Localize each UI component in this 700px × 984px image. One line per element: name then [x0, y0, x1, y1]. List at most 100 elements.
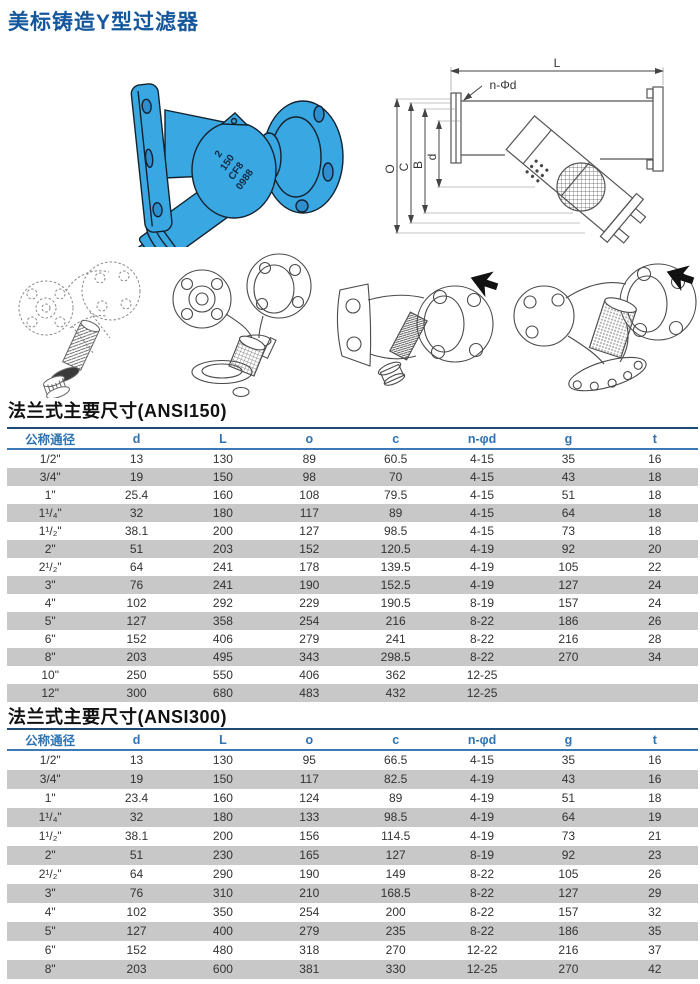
- table-cell: 16: [648, 772, 662, 786]
- table-cell: 4-15: [470, 524, 495, 538]
- table-cell: 5": [44, 614, 56, 628]
- table-cell: 19: [648, 810, 662, 824]
- table-cell: 4-15: [470, 470, 495, 484]
- table-cell: 28: [648, 632, 662, 646]
- table-cell: 4-15: [470, 488, 495, 502]
- table-cell: 92: [561, 542, 576, 556]
- table-cell: 26: [648, 867, 662, 881]
- table-cell: 203: [126, 650, 147, 664]
- table-cell: 23: [648, 848, 662, 862]
- table-cell: 318: [299, 943, 320, 957]
- table-cell: 180: [212, 506, 233, 520]
- table-cell: 235: [385, 924, 406, 938]
- table-cell: 241: [385, 632, 406, 646]
- table-cell: 76: [129, 886, 144, 900]
- section-title-ansi300: 法兰式主要尺寸(ANSI300): [8, 707, 228, 727]
- table-cell: 8-19: [470, 596, 495, 610]
- table-cell: 18: [648, 506, 662, 520]
- table-cell: 76: [129, 578, 144, 592]
- table-cell: 21: [648, 829, 662, 843]
- table-cell: 152: [299, 542, 320, 556]
- column-header: g: [525, 427, 612, 450]
- table-cell: 250: [126, 668, 147, 682]
- flow-arrow-icon: [470, 271, 499, 298]
- table-cell: 165: [299, 848, 320, 862]
- table-cell: 330: [385, 962, 406, 976]
- table-cell: 290: [212, 867, 233, 881]
- table-cell: 34: [648, 650, 662, 664]
- table-cell: 51: [561, 488, 576, 502]
- column-header: g: [525, 728, 612, 751]
- table-row: 8" 203 495 343 298.5 8-22 270 34: [7, 648, 698, 666]
- table-cell: 381: [299, 962, 320, 976]
- table-cell: 18: [648, 488, 662, 502]
- column-header: 公称通径: [7, 427, 94, 450]
- table-cell: 24: [648, 596, 662, 610]
- table-cell: 3/4": [39, 470, 61, 484]
- table-cell: 12-25: [466, 962, 498, 976]
- table-cell: 350: [212, 905, 233, 919]
- table-cell: 3": [44, 886, 56, 900]
- table-cell: 2": [44, 542, 56, 556]
- table-cell: 92: [561, 848, 576, 862]
- table-cell: 79.5: [384, 488, 408, 502]
- table-cell: 160: [212, 488, 233, 502]
- cutaway-figure-b: [508, 242, 698, 402]
- table-cell: 114.5: [381, 829, 411, 843]
- table-cell: 1¹/₄": [38, 810, 62, 824]
- table-cell: 270: [558, 650, 579, 664]
- table-cell: 16: [648, 753, 662, 767]
- table-cell: 1": [44, 791, 56, 805]
- table-cell: 4-15: [470, 452, 495, 466]
- table-cell: 600: [212, 962, 233, 976]
- table-cell: 8-22: [470, 867, 495, 881]
- table-row: 8" 203 600 381 330 12-25 270 42: [7, 960, 698, 979]
- table-row: 2¹/₂" 64 241 178 139.5 4-19 105 22: [7, 558, 698, 576]
- table-cell: 6": [44, 943, 56, 957]
- table-cell: 190: [299, 867, 320, 881]
- table-cell: 102: [126, 905, 147, 919]
- table-cell: 66.5: [384, 753, 408, 767]
- column-header: L: [179, 728, 267, 751]
- table-cell: 24: [648, 578, 662, 592]
- table-row: 1¹/₄" 32 180 117 89 4-15 64 18: [7, 504, 698, 522]
- table-cell: 270: [558, 962, 579, 976]
- table-cell: 152: [126, 943, 147, 957]
- table-cell: 32: [129, 506, 144, 520]
- table-cell: 127: [558, 886, 579, 900]
- table-row: 6" 152 480 318 270 12-22 216 37: [7, 941, 698, 960]
- dim-label-d: d: [425, 154, 439, 161]
- table-cell: 105: [558, 560, 579, 574]
- table-cell: [525, 684, 611, 702]
- table-cell: 117: [299, 506, 319, 520]
- column-header: d: [93, 728, 180, 751]
- table-cell: 406: [212, 632, 233, 646]
- table-cell: 1/2": [39, 452, 61, 466]
- table-cell: 12-25: [466, 686, 498, 700]
- table-cell: 190: [299, 578, 320, 592]
- table-cell: 4-19: [470, 542, 495, 556]
- cutaway-figure-a: [330, 252, 502, 400]
- table-cell: 1¹/₄": [38, 506, 62, 520]
- table-row: 1¹/₂" 38.1 200 156 114.5 4-19 73 21: [7, 827, 698, 846]
- table-cell: 298.5: [380, 650, 411, 664]
- table-cell: 1": [44, 488, 56, 502]
- table-cell: 4": [44, 905, 56, 919]
- table-cell: 4-19: [470, 578, 495, 592]
- table-cell: 35: [648, 924, 662, 938]
- table-cell: 156: [299, 829, 320, 843]
- table-cell: 157: [558, 596, 579, 610]
- table-cell: 229: [299, 596, 320, 610]
- table-row: 1¹/₂" 38.1 200 127 98.5 4-15 73 18: [7, 522, 698, 540]
- table-cell: 4-19: [470, 560, 495, 574]
- table-cell: 8": [44, 650, 56, 664]
- table-row: 3/4" 19 150 117 82.5 4-19 43 16: [7, 770, 698, 789]
- marking-size: 2: [213, 149, 225, 160]
- table-cell: 64: [561, 506, 576, 520]
- column-header: L: [179, 427, 267, 450]
- table-row: 6" 152 406 279 241 8-22 216 28: [7, 630, 698, 648]
- table-cell: 18: [648, 524, 662, 538]
- table-cell: 70: [389, 470, 403, 484]
- table-cell: 200: [385, 905, 406, 919]
